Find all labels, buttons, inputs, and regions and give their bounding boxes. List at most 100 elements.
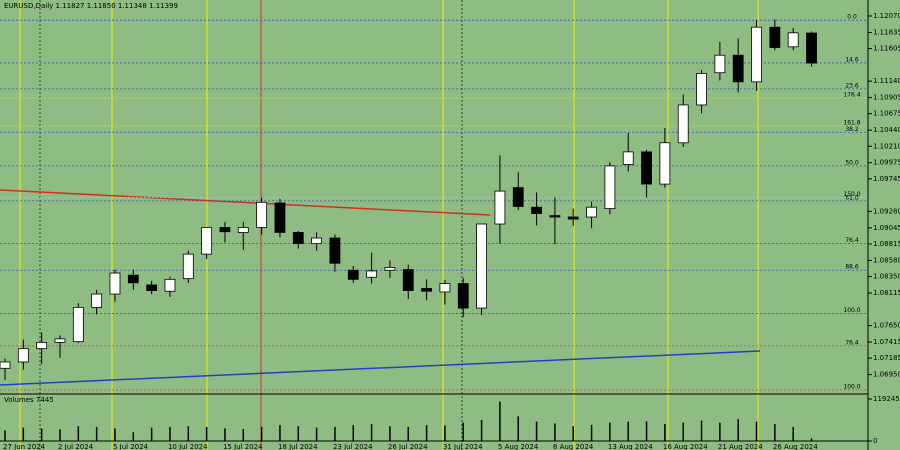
y-tick-label: 1.11605 (873, 45, 900, 53)
y-tick-label: 1.08350 (873, 273, 900, 281)
candle-body (256, 201, 268, 228)
y-tick-label: 1.12070 (873, 12, 900, 20)
candle-body (366, 270, 378, 278)
y-tick-label: 1.09045 (873, 224, 900, 232)
x-tick-label: 2 Jul 2024 (58, 443, 94, 450)
fib-label: 76.4 (845, 339, 859, 346)
x-tick-label: 5 Aug 2024 (498, 443, 539, 450)
candle-body (36, 341, 48, 350)
candle-body (72, 306, 84, 343)
candle-body (769, 26, 781, 48)
fib-label: 76.4 (845, 237, 859, 244)
candle-body (457, 283, 469, 309)
candle-body (421, 288, 432, 292)
x-tick-label: 23 Jul 2024 (333, 443, 373, 450)
fib-label: 50.0 (845, 159, 859, 166)
candle-body (182, 253, 194, 280)
y-tick-label: 1.11835 (873, 28, 900, 36)
fib-label: 14.6 (845, 56, 859, 63)
fib-label: 150.0 (843, 191, 860, 198)
candle-body (641, 151, 652, 185)
fib-label: 176.4 (843, 91, 860, 98)
candle-body (164, 278, 176, 292)
fib-label: 100.0 (843, 307, 860, 314)
candle-body (696, 73, 707, 106)
x-tick-label: 18 Jul 2024 (278, 443, 318, 450)
fib-label: 88.6 (845, 264, 859, 271)
y-tick-label: 1.10440 (873, 126, 900, 134)
fib-group: 0.0 14.6 23.6 38.2 50.0 61.8 76.4 88.6 100.0 176.… (0, 14, 868, 391)
y-tick-label: 1.09280 (873, 207, 900, 215)
candle-body (311, 237, 323, 245)
x-tick-label: 13 Aug 2024 (608, 443, 653, 450)
candle-body (531, 206, 542, 214)
y-tick-label: 1.10210 (873, 142, 900, 150)
x-tick-label: 21 Aug 2024 (718, 443, 763, 450)
candle-body (237, 227, 249, 233)
candle-body (109, 272, 121, 295)
y-tick-label: 1.11140 (873, 77, 900, 85)
y-tick-label: 1.07650 (873, 322, 900, 330)
y-tick-label: 1.09745 (873, 175, 900, 183)
candle-body (17, 348, 29, 363)
x-tick-label: 26 Aug 2024 (773, 443, 818, 450)
y-tick-label: 119245 (873, 395, 900, 403)
fib-label: 23.6 (845, 82, 859, 89)
candle-body (274, 202, 286, 233)
chart-title: EURUSD,Daily 1.11827 1.11850 1.11348 1.1… (4, 2, 178, 10)
candle-body (806, 32, 817, 64)
candle-body (54, 338, 66, 343)
candle-body (347, 269, 359, 280)
x-tick-label: 8 Aug 2024 (553, 443, 594, 450)
fib-label: 100.0 (843, 384, 860, 391)
x-tick-label: 16 Aug 2024 (663, 443, 708, 450)
candle-body (402, 269, 414, 291)
candle-body (567, 216, 579, 220)
candle-body (329, 237, 341, 264)
candle-body (604, 165, 616, 210)
candle-body (677, 104, 689, 144)
x-tick-label: 10 Jul 2024 (168, 443, 208, 450)
candle-body (494, 190, 506, 225)
candle-body (549, 215, 561, 218)
trend-line (0, 350, 761, 386)
y-tick-label: 1.06950 (873, 371, 900, 379)
y-tick-label: 1.07185 (873, 354, 900, 362)
y-tick-label: 1.08115 (873, 289, 900, 297)
trend-line (0, 189, 491, 216)
candle-body (476, 223, 487, 309)
candle-body (0, 361, 11, 369)
candle-body (659, 142, 671, 185)
candle-body (787, 32, 799, 48)
y-tick-label: 1.10675 (873, 110, 900, 118)
candle-body (586, 206, 597, 218)
candle-body (146, 284, 158, 291)
y-tick-label: 1.07415 (873, 338, 900, 346)
x-tick-label: 27 Jun 2024 (3, 443, 46, 450)
y-tick-label: 1.09975 (873, 159, 900, 167)
candle-body (292, 232, 304, 245)
candle-body (512, 187, 524, 207)
candle-body (439, 283, 451, 293)
candle-body (732, 54, 744, 83)
fib-label: 161.8 (843, 119, 860, 126)
x-tick-label: 26 Jul 2024 (388, 443, 428, 450)
fib-label: 0.0 (847, 14, 857, 21)
y-tick-label: 1.08815 (873, 240, 900, 248)
candle-group (0, 19, 817, 381)
candle-body (751, 26, 762, 83)
fib-label: 61.8 (845, 194, 859, 201)
x-tick-label: 31 Jul 2024 (443, 443, 483, 450)
fib-label: 38.2 (845, 126, 859, 133)
y-tick-label: 1.10905 (873, 94, 900, 102)
candle-body (714, 54, 726, 74)
candle-body (201, 227, 213, 255)
candle-body (219, 227, 231, 233)
candle-body (127, 274, 139, 284)
x-tick-label: 5 Jul 2024 (113, 443, 149, 450)
volume-title: Volumes 7445 (4, 396, 54, 404)
candle-body (622, 151, 634, 165)
candle-body (384, 267, 396, 271)
y-tick-label: 1.08580 (873, 256, 900, 264)
